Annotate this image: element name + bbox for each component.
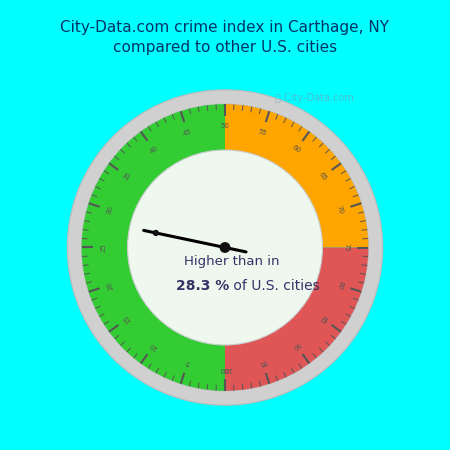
Text: 75: 75 <box>343 243 349 252</box>
Circle shape <box>220 242 230 253</box>
Text: 35: 35 <box>122 171 132 182</box>
Text: Higher than in: Higher than in <box>184 255 280 268</box>
Text: 15: 15 <box>122 313 132 324</box>
Text: 65: 65 <box>318 171 328 182</box>
Text: 5: 5 <box>184 359 191 366</box>
Text: 50: 50 <box>220 123 230 130</box>
Text: 60: 60 <box>291 144 302 155</box>
Text: ⓘ City-Data.com: ⓘ City-Data.com <box>275 93 354 103</box>
Text: 80: 80 <box>336 280 344 290</box>
Text: of U.S. cities: of U.S. cities <box>230 279 320 293</box>
Wedge shape <box>81 104 225 391</box>
Text: 30: 30 <box>106 205 114 215</box>
Wedge shape <box>225 248 369 391</box>
Text: 40: 40 <box>148 144 159 154</box>
Text: 55: 55 <box>257 128 267 136</box>
Text: 100: 100 <box>218 365 232 372</box>
Text: 20: 20 <box>106 280 114 290</box>
Circle shape <box>153 230 159 236</box>
Text: 0: 0 <box>223 365 227 372</box>
Wedge shape <box>68 90 382 405</box>
Text: 70: 70 <box>336 205 344 215</box>
Text: 28.3 %: 28.3 % <box>176 279 230 293</box>
Circle shape <box>127 150 323 345</box>
Wedge shape <box>225 104 369 248</box>
Text: City-Data.com crime index in Carthage, NY
compared to other U.S. cities: City-Data.com crime index in Carthage, N… <box>60 20 390 55</box>
Text: 85: 85 <box>318 313 328 324</box>
Text: 95: 95 <box>257 359 268 367</box>
Text: 10: 10 <box>148 340 159 351</box>
Text: 25: 25 <box>101 243 107 252</box>
Text: 45: 45 <box>183 128 193 136</box>
Text: 90: 90 <box>291 340 302 351</box>
